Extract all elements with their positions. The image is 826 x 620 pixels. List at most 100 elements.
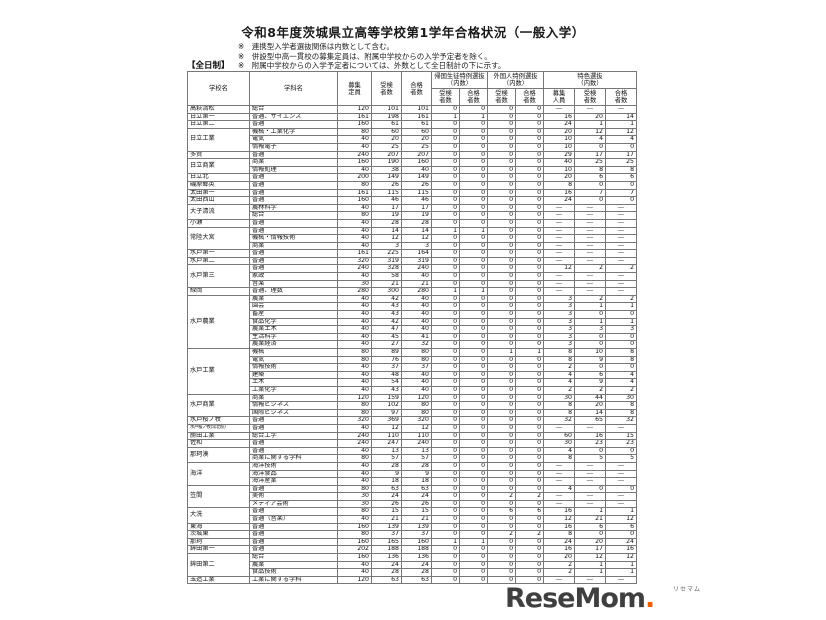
table-row: 音楽 30 21 21 0 0 0 0 ― ― ―: [188, 279, 637, 289]
dept-name-cell: 普通: [249, 530, 338, 539]
school-name-cell: 大子清流: [187, 203, 250, 220]
resemom-logo-kana: リセマム: [672, 586, 701, 593]
value-cell: 0: [431, 477, 460, 486]
value-cell: 7: [605, 188, 637, 198]
value-cell: ―: [574, 256, 606, 266]
table-row: 海洋産業 40 18 18 0 0 0 0 ― ― ―: [188, 477, 637, 486]
value-cell: 0: [431, 492, 460, 501]
value-cell: 160: [337, 553, 372, 562]
dept-name-cell: 電気: [249, 355, 338, 365]
value-cell: 9: [371, 469, 402, 479]
dept-name-cell: 普通: [249, 249, 338, 258]
header-dept: 学科名: [249, 71, 338, 106]
value-cell: ―: [574, 234, 606, 243]
value-cell: ―: [574, 241, 606, 251]
value-cell: 0: [487, 203, 516, 213]
value-cell: ―: [574, 477, 606, 486]
table-row: 海洋食品 40 9 9 0 0 0 0 ― ― ―: [188, 469, 637, 479]
table-row: 那珂湊 普通 40 13 13 0 0 0 0 4 0 0: [187, 446, 637, 463]
value-cell: ―: [574, 287, 606, 296]
dept-name-cell: 土木: [249, 378, 338, 387]
value-cell: 41: [401, 332, 432, 342]
value-cell: 2: [605, 385, 637, 395]
value-cell: 61: [401, 120, 432, 129]
value-cell: 0: [459, 173, 488, 182]
value-cell: 190: [371, 158, 402, 167]
value-cell: 25: [401, 142, 432, 152]
value-cell: 0: [459, 196, 488, 205]
school-name-cell: 水戸商業: [187, 393, 250, 418]
dept-name-cell: 普通: [249, 264, 338, 274]
value-cell: 0: [574, 484, 606, 494]
value-cell: 28: [401, 218, 432, 228]
value-cell: 24: [543, 120, 575, 129]
value-cell: ―: [605, 203, 637, 213]
value-cell: 0: [487, 150, 516, 160]
table-row: 水戸農業 農業 40 42 40 0 0 0 0 3 2 2: [187, 294, 637, 350]
dept-name-cell: 普通: [249, 439, 338, 448]
value-cell: 13: [401, 446, 432, 456]
value-cell: 37: [401, 363, 432, 372]
value-cell: 0: [459, 530, 488, 539]
value-cell: 0: [515, 127, 544, 137]
value-cell: 0: [431, 142, 460, 152]
value-cell: 110: [401, 431, 432, 441]
dept-name-cell: 普通: [249, 180, 338, 190]
value-cell: 0: [515, 423, 544, 433]
value-cell: 1: [459, 226, 488, 236]
value-cell: 0: [431, 575, 460, 585]
value-cell: 12: [543, 264, 575, 274]
dept-name-cell: 電気: [249, 135, 338, 144]
table-row: 水戸商業 商業 120 159 120 0 0 0 0 30 44 30: [187, 393, 637, 418]
table-header: 学校名 学科名 募集 定員 受検 者数 合格 者数 帰国生徒特例選抜 （内数） …: [187, 71, 637, 106]
table-row: 東海 普通 160 139 139 0 0 0 0 16 6 6: [187, 522, 637, 532]
school-name-cell: 玉造工業: [187, 575, 250, 585]
table-row: 日立工業 機械・工業化学 80 60 60 0 0 0 0 20 12 12: [187, 127, 637, 152]
header-foreigner-examinees: 受検 者数: [487, 88, 516, 106]
dept-name-cell: 普通: [249, 188, 338, 198]
value-cell: 80: [337, 507, 372, 517]
value-cell: 1: [515, 348, 544, 357]
value-cell: 0: [487, 241, 516, 251]
value-cell: 1: [605, 560, 637, 570]
value-cell: 0: [515, 454, 544, 463]
value-cell: 328: [371, 264, 402, 274]
value-cell: 0: [431, 530, 460, 539]
value-cell: 0: [431, 196, 460, 205]
value-cell: 115: [401, 188, 432, 198]
value-cell: ―: [543, 461, 575, 471]
table-row: 笠間 普通 80 63 63 0 0 0 0 4 0 0: [187, 484, 637, 509]
value-cell: 0: [487, 515, 516, 524]
value-cell: 0: [431, 127, 460, 137]
value-cell: 0: [487, 461, 516, 471]
value-cell: ―: [543, 234, 575, 243]
table-row: 商業 40 3 3 0 0 0 0 ― ― ―: [188, 241, 637, 251]
value-cell: 0: [487, 272, 516, 281]
value-cell: 0: [487, 332, 516, 342]
value-cell: 0: [487, 522, 516, 532]
value-cell: 0: [459, 431, 488, 441]
value-cell: 0: [487, 142, 516, 152]
value-cell: ―: [574, 226, 606, 236]
table-row: 美術 30 24 24 0 0 2 2 ― ― ―: [188, 492, 637, 501]
value-cell: 40: [337, 370, 372, 380]
value-cell: 32: [401, 340, 432, 349]
value-cell: ―: [574, 461, 606, 471]
dept-name-cell: 国際ビジネス: [249, 408, 338, 418]
header-returnee-passers: 合格 者数: [459, 88, 488, 106]
value-cell: 280: [401, 287, 432, 296]
value-cell: 0: [515, 355, 544, 365]
school-name-cell: 水戸第二: [187, 256, 250, 266]
value-cell: 0: [515, 203, 544, 213]
value-cell: 4: [543, 378, 575, 387]
value-cell: 37: [401, 530, 432, 539]
value-cell: 14: [574, 408, 606, 418]
value-cell: 3: [543, 340, 575, 349]
value-cell: 21: [401, 515, 432, 524]
value-cell: 40: [337, 560, 372, 570]
table-row: 農業 40 24 24 0 0 0 0 2 1 1: [188, 560, 637, 570]
value-cell: 2: [605, 294, 637, 304]
value-cell: 165: [371, 537, 402, 547]
value-cell: 2: [515, 530, 544, 539]
school-name-cell: 多賀: [187, 150, 250, 160]
